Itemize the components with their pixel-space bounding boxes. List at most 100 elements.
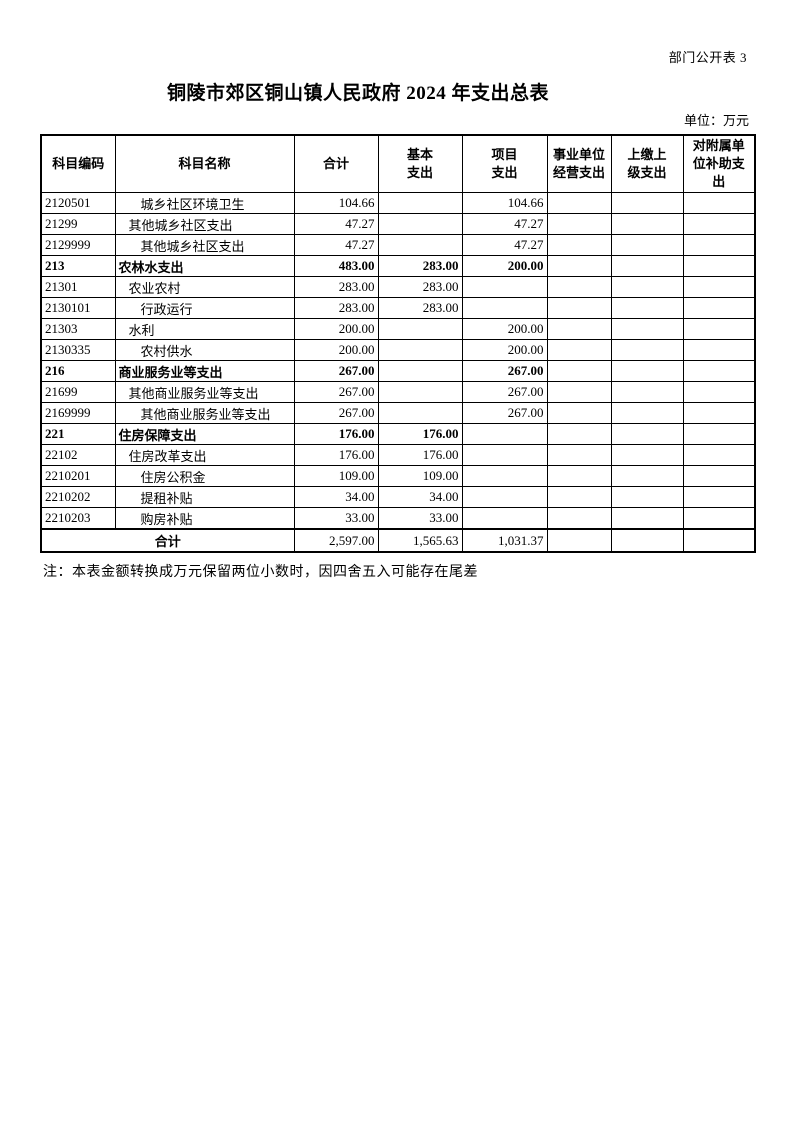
table-row: 2130335 农村供水 200.00 200.00 [40, 339, 756, 361]
table-row: 22102 住房改革支出 176.00 176.00 [40, 444, 756, 466]
subject-name-cell: 其他商业服务业等支出 [114, 381, 295, 403]
value-cell [377, 192, 463, 214]
subject-name-cell: 其他城乡社区支出 [114, 234, 295, 256]
value-cell: 483.00 [293, 255, 379, 277]
subject-code-cell: 2169999 [40, 402, 116, 424]
value-cell: 104.66 [461, 192, 548, 214]
value-cell [610, 213, 684, 235]
value-cell: 176.00 [293, 423, 379, 445]
value-cell [610, 381, 684, 403]
value-cell: 267.00 [461, 402, 548, 424]
value-cell [610, 507, 684, 530]
value-cell: 283.00 [293, 276, 379, 298]
total-value-cell [610, 528, 684, 553]
subject-code-cell: 21299 [40, 213, 116, 235]
value-cell [546, 297, 612, 319]
value-cell [682, 507, 756, 530]
value-cell [546, 381, 612, 403]
table-row: 21699 其他商业服务业等支出 267.00 267.00 [40, 381, 756, 403]
value-cell [682, 192, 756, 214]
value-cell [546, 360, 612, 382]
value-cell: 200.00 [293, 339, 379, 361]
value-cell: 283.00 [377, 276, 463, 298]
value-cell [461, 423, 548, 445]
table-row: 2129999 其他城乡社区支出 47.27 47.27 [40, 234, 756, 256]
subject-code-cell: 22102 [40, 444, 116, 466]
value-cell: 109.00 [293, 465, 379, 487]
subject-code-cell: 213 [40, 255, 116, 277]
value-cell [610, 318, 684, 340]
value-cell [682, 255, 756, 277]
value-cell: 176.00 [377, 423, 463, 445]
subject-code-cell: 2130335 [40, 339, 116, 361]
value-cell: 176.00 [377, 444, 463, 466]
value-cell [546, 213, 612, 235]
total-row: 合计 2,597.00 1,565.63 1,031.37 [40, 528, 756, 553]
subject-code-cell: 216 [40, 360, 116, 382]
value-cell [682, 381, 756, 403]
subject-name-cell: 购房补贴 [114, 507, 295, 530]
col-header-upper-level-payment: 上缴上 级支出 [610, 134, 684, 193]
value-cell [610, 255, 684, 277]
value-cell: 200.00 [461, 339, 548, 361]
value-cell [377, 234, 463, 256]
value-cell [546, 276, 612, 298]
value-cell [610, 360, 684, 382]
subject-code-cell: 2210202 [40, 486, 116, 508]
value-cell [682, 297, 756, 319]
total-value-cell [546, 528, 612, 553]
total-value-cell: 1,565.63 [377, 528, 463, 553]
total-value-cell: 1,031.37 [461, 528, 548, 553]
subject-name-cell: 行政运行 [114, 297, 295, 319]
value-cell: 267.00 [293, 360, 379, 382]
expenditure-table: 科目编码 科目名称 合计 基本 支出 项目 支出 事业单位 经营支出 上缴上 级… [40, 134, 756, 553]
subject-name-cell: 住房改革支出 [114, 444, 295, 466]
value-cell [546, 486, 612, 508]
value-cell [610, 192, 684, 214]
table-row: 2210201 住房公积金 109.00 109.00 [40, 465, 756, 487]
subject-name-cell: 农村供水 [114, 339, 295, 361]
page-title: 铜陵市郊区铜山镇人民政府 2024 年支出总表 [166, 83, 549, 104]
value-cell [377, 381, 463, 403]
value-cell [546, 465, 612, 487]
col-header-basic-expenditure: 基本 支出 [377, 134, 463, 193]
col-header-subject-name: 科目名称 [114, 134, 295, 193]
value-cell [461, 507, 548, 530]
value-cell: 283.00 [293, 297, 379, 319]
value-cell [682, 486, 756, 508]
table-row: 213 农林水支出 483.00 283.00 200.00 [40, 255, 756, 277]
col-header-operating-expenditure: 事业单位 经营支出 [546, 134, 612, 193]
value-cell [682, 213, 756, 235]
value-cell [610, 297, 684, 319]
table-row: 2169999 其他商业服务业等支出 267.00 267.00 [40, 402, 756, 424]
value-cell [546, 444, 612, 466]
value-cell [682, 234, 756, 256]
value-cell [461, 465, 548, 487]
value-cell [377, 318, 463, 340]
value-cell: 47.27 [293, 234, 379, 256]
value-cell: 283.00 [377, 297, 463, 319]
subject-name-cell: 住房公积金 [114, 465, 295, 487]
value-cell [610, 339, 684, 361]
subject-name-cell: 水利 [114, 318, 295, 340]
total-value-cell: 2,597.00 [293, 528, 379, 553]
value-cell [610, 444, 684, 466]
value-cell [461, 444, 548, 466]
subject-code-cell: 2210201 [40, 465, 116, 487]
value-cell [546, 318, 612, 340]
subject-code-cell: 221 [40, 423, 116, 445]
header-row: 科目编码 科目名称 合计 基本 支出 项目 支出 事业单位 经营支出 上缴上 级… [40, 134, 756, 193]
value-cell [682, 276, 756, 298]
value-cell: 47.27 [461, 213, 548, 235]
value-cell [610, 276, 684, 298]
value-cell: 267.00 [293, 402, 379, 424]
value-cell [377, 339, 463, 361]
subject-code-cell: 2120501 [40, 192, 116, 214]
value-cell: 267.00 [461, 360, 548, 382]
value-cell: 200.00 [461, 318, 548, 340]
total-label-cell: 合计 [40, 528, 295, 553]
table-row: 2210202 提租补贴 34.00 34.00 [40, 486, 756, 508]
value-cell [546, 192, 612, 214]
value-cell: 34.00 [293, 486, 379, 508]
